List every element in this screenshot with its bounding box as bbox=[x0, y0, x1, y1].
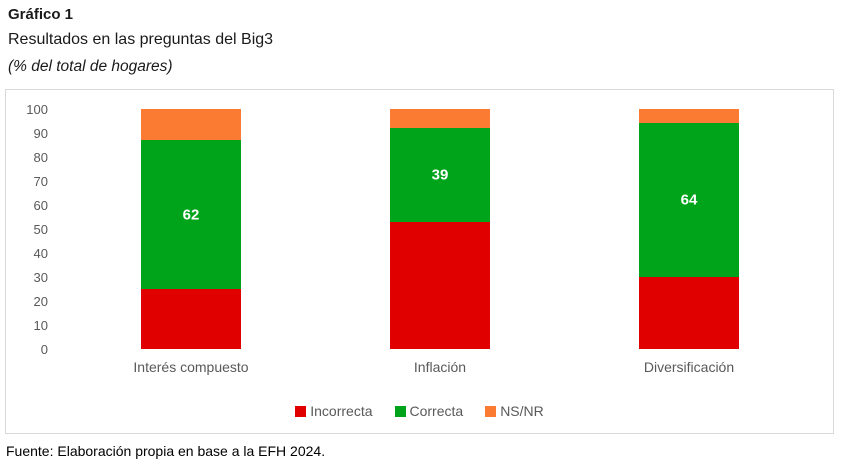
data-label-interes-compuesto: 62 bbox=[182, 206, 200, 224]
x-axis-category-label-interes-compuesto: Interés compuesto bbox=[133, 359, 249, 375]
y-axis-tick-label: 50 bbox=[33, 221, 48, 237]
y-axis-tick-label: 30 bbox=[33, 269, 48, 285]
legend-swatch-icon bbox=[394, 405, 406, 417]
x-axis-category-label-inflacion: Inflación bbox=[413, 359, 467, 375]
y-axis-tick-label: 70 bbox=[33, 173, 48, 189]
chart-legend: Incorrecta Correcta NS/NR bbox=[6, 403, 833, 419]
y-axis-tick-label: 90 bbox=[33, 125, 48, 141]
source-note: Fuente: Elaboración propia en base a la … bbox=[6, 443, 326, 459]
y-axis-tick-label: 10 bbox=[33, 317, 48, 333]
chart-unit-note: (% del total de hogares) bbox=[8, 58, 173, 75]
bar-segment-ns-nr-interes-compuesto bbox=[141, 109, 241, 141]
y-axis-tick-label: 100 bbox=[26, 101, 48, 117]
legend-swatch-icon bbox=[485, 405, 497, 417]
legend-item-correcta: Correcta bbox=[394, 403, 464, 419]
x-axis-category-label-diversificacion: Diversificación bbox=[643, 359, 735, 375]
bar-segment-correcta-interes-compuesto: 62 bbox=[141, 140, 241, 289]
data-label-diversificacion: 64 bbox=[680, 191, 698, 209]
legend-label: Incorrecta bbox=[310, 403, 373, 419]
legend-item-ns-nr: NS/NR bbox=[485, 403, 544, 419]
legend-swatch-icon bbox=[295, 405, 307, 417]
legend-label: NS/NR bbox=[500, 403, 544, 419]
y-axis-tick-label: 20 bbox=[33, 293, 48, 309]
y-axis-tick-label: 40 bbox=[33, 245, 48, 261]
bar-segment-incorrecta-diversificacion bbox=[639, 277, 739, 349]
chart-title: Resultados en las preguntas del Big3 bbox=[8, 31, 274, 48]
chart-number-title: Gráfico 1 bbox=[8, 6, 74, 23]
y-axis-tick-label: 60 bbox=[33, 197, 48, 213]
bar-segment-ns-nr-diversificacion bbox=[639, 109, 739, 124]
y-axis-tick-label: 80 bbox=[33, 149, 48, 165]
bar-segment-incorrecta-interes-compuesto bbox=[141, 289, 241, 349]
data-label-inflacion: 39 bbox=[431, 166, 449, 184]
legend-label: Correcta bbox=[409, 403, 464, 419]
legend-item-incorrecta: Incorrecta bbox=[295, 403, 373, 419]
y-axis-tick-label: 0 bbox=[40, 341, 48, 357]
bar-segment-ns-nr-inflacion bbox=[390, 109, 490, 129]
bar-segment-incorrecta-inflacion bbox=[390, 221, 490, 349]
bar-segment-correcta-diversificacion: 64 bbox=[639, 123, 739, 277]
chart-area: 0 10 20 30 40 50 60 70 80 90 100 62 Interés compuest… bbox=[5, 89, 834, 434]
bar-segment-correcta-inflacion: 39 bbox=[390, 128, 490, 222]
